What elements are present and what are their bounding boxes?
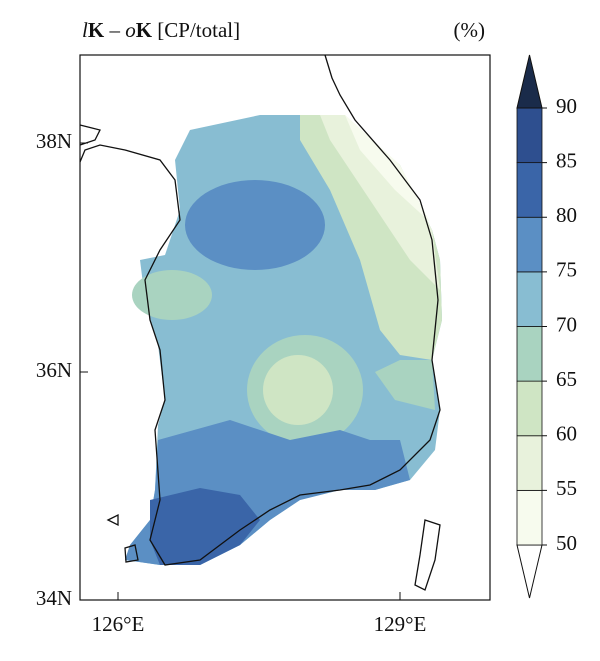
- lon-label: 129°E: [374, 612, 427, 636]
- colorbar-box: [516, 216, 543, 273]
- lat-label: 38N: [36, 129, 72, 153]
- field-60-65: [263, 355, 333, 425]
- field-75-80: [185, 180, 325, 270]
- colorbar-box: [516, 435, 543, 491]
- field-50-55: [345, 115, 430, 222]
- map-title: lK – oK [CP/total]: [82, 18, 240, 42]
- lat-label: 36N: [36, 358, 72, 382]
- contour-fields: [125, 115, 442, 565]
- colorbar-label: 90: [556, 94, 577, 118]
- colorbar-box: [516, 380, 543, 437]
- colorbar-box: [516, 326, 543, 382]
- field-80-85: [150, 488, 260, 565]
- unit-label: (%): [454, 18, 485, 42]
- title-part: –: [104, 18, 125, 42]
- coastline: [79, 54, 441, 591]
- colorbar-extend-low: [516, 544, 543, 599]
- colorbar-label: 75: [556, 258, 577, 282]
- title-part: l: [82, 18, 88, 42]
- colorbar-label: 80: [556, 203, 577, 227]
- colorbar-label: 70: [556, 312, 577, 336]
- title-part: [CP/total]: [152, 18, 240, 42]
- colorbar-box: [516, 489, 543, 546]
- field-65-70: [132, 270, 212, 320]
- colorbar-label: 65: [556, 367, 577, 391]
- colorbar-label: 60: [556, 422, 577, 446]
- colorbar-box: [516, 107, 543, 164]
- title-part: o: [125, 18, 136, 42]
- axes: 38N 36N 34N 126°E 129°E: [36, 129, 427, 636]
- field-55-60: [320, 115, 440, 290]
- map-frame: [79, 54, 491, 601]
- title-part: K: [136, 18, 153, 42]
- colorbar-extend-high: [516, 54, 543, 109]
- lat-label: 34N: [36, 586, 72, 610]
- field-60-65: [300, 115, 442, 360]
- lon-label: 126°E: [92, 612, 145, 636]
- colorbar-label: 50: [556, 531, 577, 555]
- colorbar-box: [516, 271, 543, 327]
- colorbar: 50 55 60 65 70 75 80 85 90: [516, 54, 577, 599]
- title-part: K: [88, 18, 105, 42]
- field-65-70: [375, 360, 435, 410]
- colorbar-label: 85: [556, 148, 577, 172]
- colorbar-box: [516, 162, 543, 218]
- colorbar-label: 55: [556, 476, 577, 500]
